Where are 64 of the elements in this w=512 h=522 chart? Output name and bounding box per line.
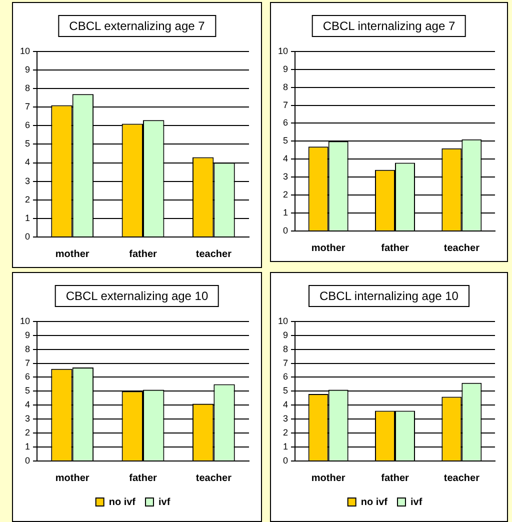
x-tick-label: mother [311,472,346,484]
y-tick-label: 1 [282,442,288,452]
y-tick-label: 5 [24,386,30,396]
y-tick-label: 10 [20,46,30,56]
y-tick-label: 5 [282,136,288,146]
y-tick-label: 4 [282,400,288,410]
y-tick-label: 4 [282,154,288,164]
y-tick-label: 0 [24,231,30,242]
x-tick-label: mother [55,472,90,484]
y-tick-label: 8 [282,344,288,354]
y-tick-label: 9 [282,64,288,74]
y-tick-label: 3 [282,172,288,182]
x-tick-label: father [381,472,409,484]
y-tick-label: 3 [24,414,30,424]
legend-label: ivf [158,496,171,508]
y-tick-label: 2 [24,428,30,438]
y-tick-label: 2 [282,190,288,200]
x-tick-label: father [129,248,157,260]
y-tick-label: 5 [282,386,288,396]
y-tick-label: 7 [282,100,288,110]
y-tick-label: 6 [282,118,288,128]
y-tick-label: 8 [24,344,30,354]
y-tick-label: 0 [24,455,30,466]
y-tick-label: 7 [282,358,288,368]
y-tick-label: 4 [24,400,30,410]
x-tick-label: mother [55,248,90,260]
y-tick-label: 10 [20,316,30,326]
y-tick-label: 7 [24,102,30,112]
y-tick-label: 2 [24,194,30,204]
y-tick-label: 8 [282,82,288,92]
x-tick-label: father [381,242,409,254]
y-tick-label: 0 [282,225,288,236]
y-tick-label: 3 [282,414,288,424]
chart-title: CBCL internalizing age 7 [312,15,466,37]
x-tick-label: teacher [444,242,480,254]
y-tick-label: 2 [282,428,288,438]
y-tick-label: 1 [282,208,288,218]
x-tick-label: father [129,472,157,484]
y-tick-label: 7 [24,358,30,368]
y-tick-label: 10 [278,316,288,326]
y-tick-label: 6 [24,120,30,130]
y-tick-label: 9 [282,330,288,340]
legend-label: no ivf [360,496,388,508]
y-tick-label: 10 [278,46,288,56]
y-tick-label: 5 [24,138,30,149]
y-tick-label: 6 [282,372,288,382]
chart-title: CBCL externalizing age 7 [58,15,216,37]
legend-label: ivf [410,496,423,508]
y-tick-label: 8 [24,83,30,94]
chart-title: CBCL externalizing age 10 [54,285,220,307]
x-tick-label: teacher [196,472,232,484]
y-tick-label: 6 [24,372,30,382]
y-tick-label: 1 [24,212,30,223]
x-tick-label: teacher [196,248,232,260]
y-tick-label: 0 [282,455,288,466]
y-tick-label: 1 [24,442,30,452]
legend-label: no ivf [108,496,136,508]
y-tick-label: 9 [24,330,30,340]
chart-title: CBCL internalizing age 10 [308,285,470,307]
y-tick-label: 4 [24,157,30,168]
x-tick-label: teacher [444,472,480,484]
y-tick-label: 3 [24,176,30,186]
y-tick-label: 9 [24,64,30,74]
x-tick-label: mother [311,242,346,254]
